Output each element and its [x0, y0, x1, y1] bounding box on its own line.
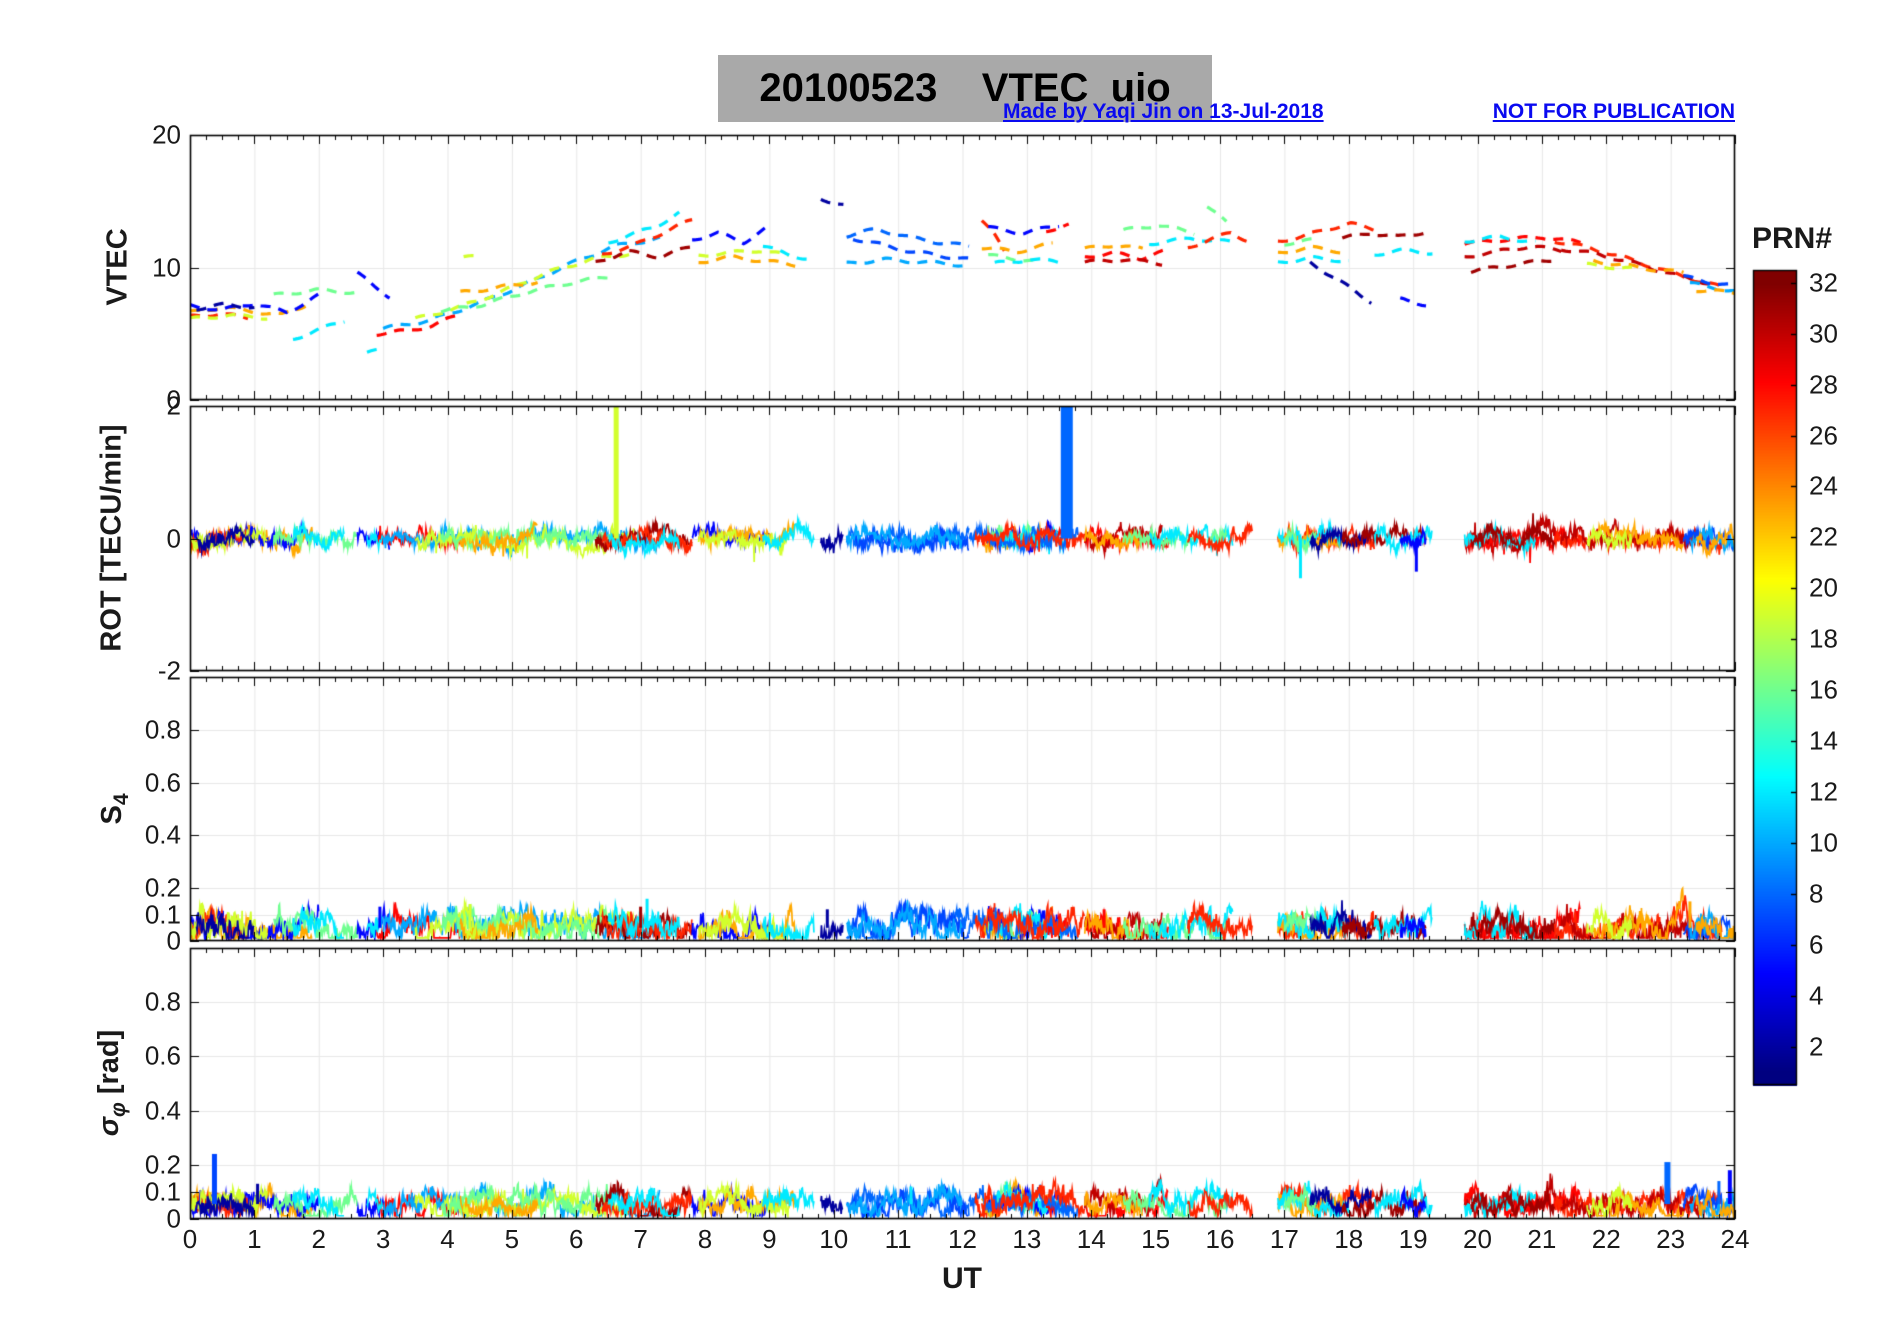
x-axis-label: UT [942, 1262, 982, 1295]
credit-text: Made by Yaqi Jin on 13-Jul-2018 [1003, 100, 1324, 123]
title-bar: 20100523 VTEC uio [718, 55, 1212, 122]
page-title: 20100523 VTEC uio [759, 66, 1171, 110]
s4-axis-label: S4 [96, 793, 133, 825]
vtec-axis-label: VTEC [101, 228, 134, 306]
rot-axis-label: ROT [TECU/min] [95, 424, 128, 652]
warning-text: NOT FOR PUBLICATION [1492, 100, 1735, 123]
sigma-axis-label: σφ [rad] [93, 1029, 130, 1137]
colorbar-label: PRN# [1752, 222, 1833, 255]
annotation-row: Made by Yaqi Jin on 13-Jul-2018 NOT FOR … [1003, 100, 1735, 124]
